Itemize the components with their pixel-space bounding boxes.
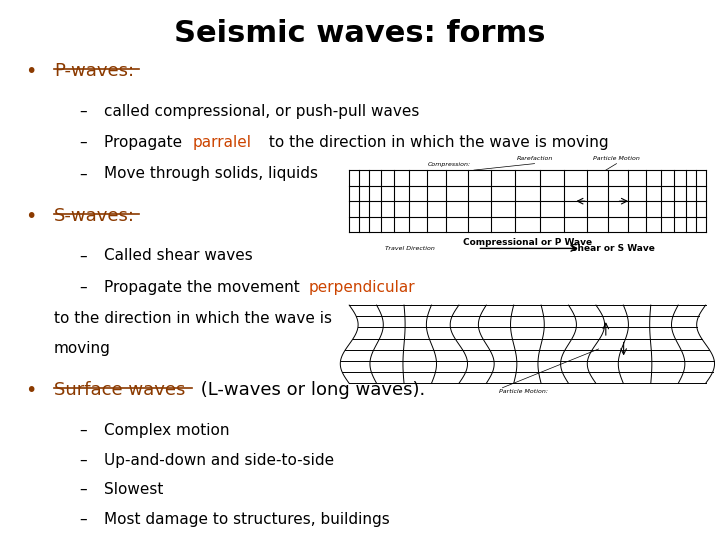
Text: –: –: [79, 453, 87, 468]
Text: –: –: [79, 104, 87, 119]
Text: Surface waves: Surface waves: [54, 381, 185, 399]
Text: •: •: [25, 62, 37, 81]
Text: Up-and-down and side-to-side: Up-and-down and side-to-side: [104, 453, 335, 468]
Text: –: –: [79, 166, 87, 181]
Text: to the direction in which the wave is moving: to the direction in which the wave is mo…: [264, 135, 608, 150]
Text: Called shear waves: Called shear waves: [104, 248, 253, 264]
Text: •: •: [25, 207, 37, 226]
Text: –: –: [79, 512, 87, 527]
Text: to the direction in which the wave is: to the direction in which the wave is: [54, 311, 332, 326]
Text: Rarefaction: Rarefaction: [516, 157, 553, 161]
Text: P-waves:: P-waves:: [54, 62, 134, 80]
Text: moving: moving: [54, 341, 111, 356]
Text: Compression:: Compression:: [428, 163, 471, 167]
Text: called compressional, or push-pull waves: called compressional, or push-pull waves: [104, 104, 420, 119]
Text: Shear or S Wave: Shear or S Wave: [571, 244, 655, 253]
Text: Slowest: Slowest: [104, 482, 163, 497]
Text: parralel: parralel: [193, 135, 252, 150]
Text: –: –: [79, 248, 87, 264]
Text: Compressional or P Wave: Compressional or P Wave: [463, 238, 592, 247]
Text: Move through solids, liquids: Move through solids, liquids: [104, 166, 318, 181]
Text: perpendicular: perpendicular: [308, 280, 415, 295]
Text: (L-waves or long waves).: (L-waves or long waves).: [195, 381, 425, 399]
Text: –: –: [79, 135, 87, 150]
Text: •: •: [25, 381, 37, 400]
Text: Most damage to structures, buildings: Most damage to structures, buildings: [104, 512, 390, 527]
Text: –: –: [79, 482, 87, 497]
Text: S-waves:: S-waves:: [54, 207, 135, 225]
Text: Travel Direction: Travel Direction: [384, 246, 435, 251]
Text: Particle Motion: Particle Motion: [593, 157, 640, 161]
Text: Propagate the movement: Propagate the movement: [104, 280, 305, 295]
Text: –: –: [79, 423, 87, 438]
Text: –: –: [79, 280, 87, 295]
Text: Propagate: Propagate: [104, 135, 187, 150]
Text: Complex motion: Complex motion: [104, 423, 230, 438]
Text: Particle Motion:: Particle Motion:: [499, 389, 548, 394]
Text: Seismic waves: forms: Seismic waves: forms: [174, 19, 546, 48]
